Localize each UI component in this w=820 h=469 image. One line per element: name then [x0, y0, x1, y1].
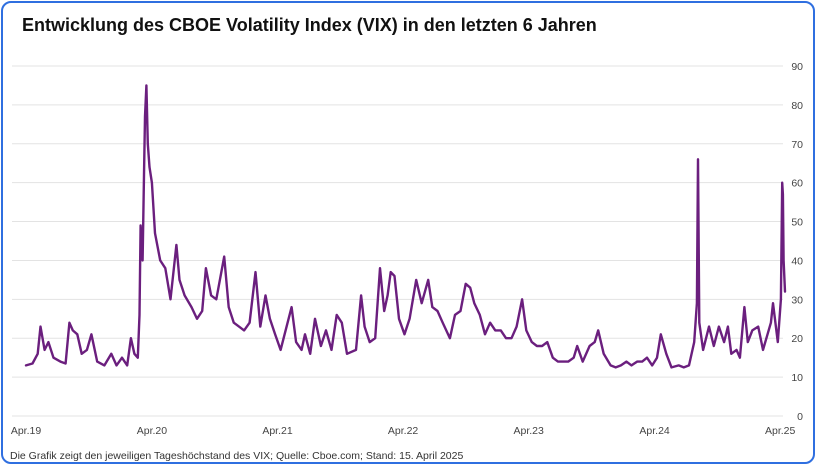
y-tick-90: 90	[791, 61, 803, 73]
x-tick-4: Apr.23	[513, 425, 544, 437]
chart-footnote: Die Grafik zeigt den jeweiligen Tageshöc…	[10, 450, 464, 462]
y-tick-80: 80	[791, 100, 803, 112]
x-tick-3: Apr.22	[388, 425, 419, 437]
y-tick-50: 50	[791, 217, 803, 229]
x-tick-labels: Apr.19 Apr.20 Apr.21 Apr.22 Apr.23 Apr.24 Apr.…	[11, 425, 796, 437]
y-tick-0: 0	[797, 411, 803, 423]
y-tick-60: 60	[791, 178, 803, 190]
y-tick-10: 10	[791, 372, 803, 384]
vix-series-line	[24, 84, 787, 369]
x-tick-2: Apr.21	[262, 425, 293, 437]
y-tick-30: 30	[791, 294, 803, 306]
chart-frame	[1, 1, 815, 464]
x-tick-1: Apr.20	[137, 425, 168, 437]
chart-title: Entwicklung des CBOE Volatility Index (V…	[22, 15, 597, 35]
y-tick-40: 40	[791, 255, 803, 267]
x-tick-5: Apr.24	[639, 425, 670, 437]
y-tick-labels: 0 10 20 30 40 50 60 70 80 90	[791, 61, 803, 423]
x-tick-0: Apr.19	[11, 425, 42, 437]
y-tick-20: 20	[791, 333, 803, 345]
x-tick-6: Apr.25	[765, 425, 796, 437]
y-tick-70: 70	[791, 139, 803, 151]
